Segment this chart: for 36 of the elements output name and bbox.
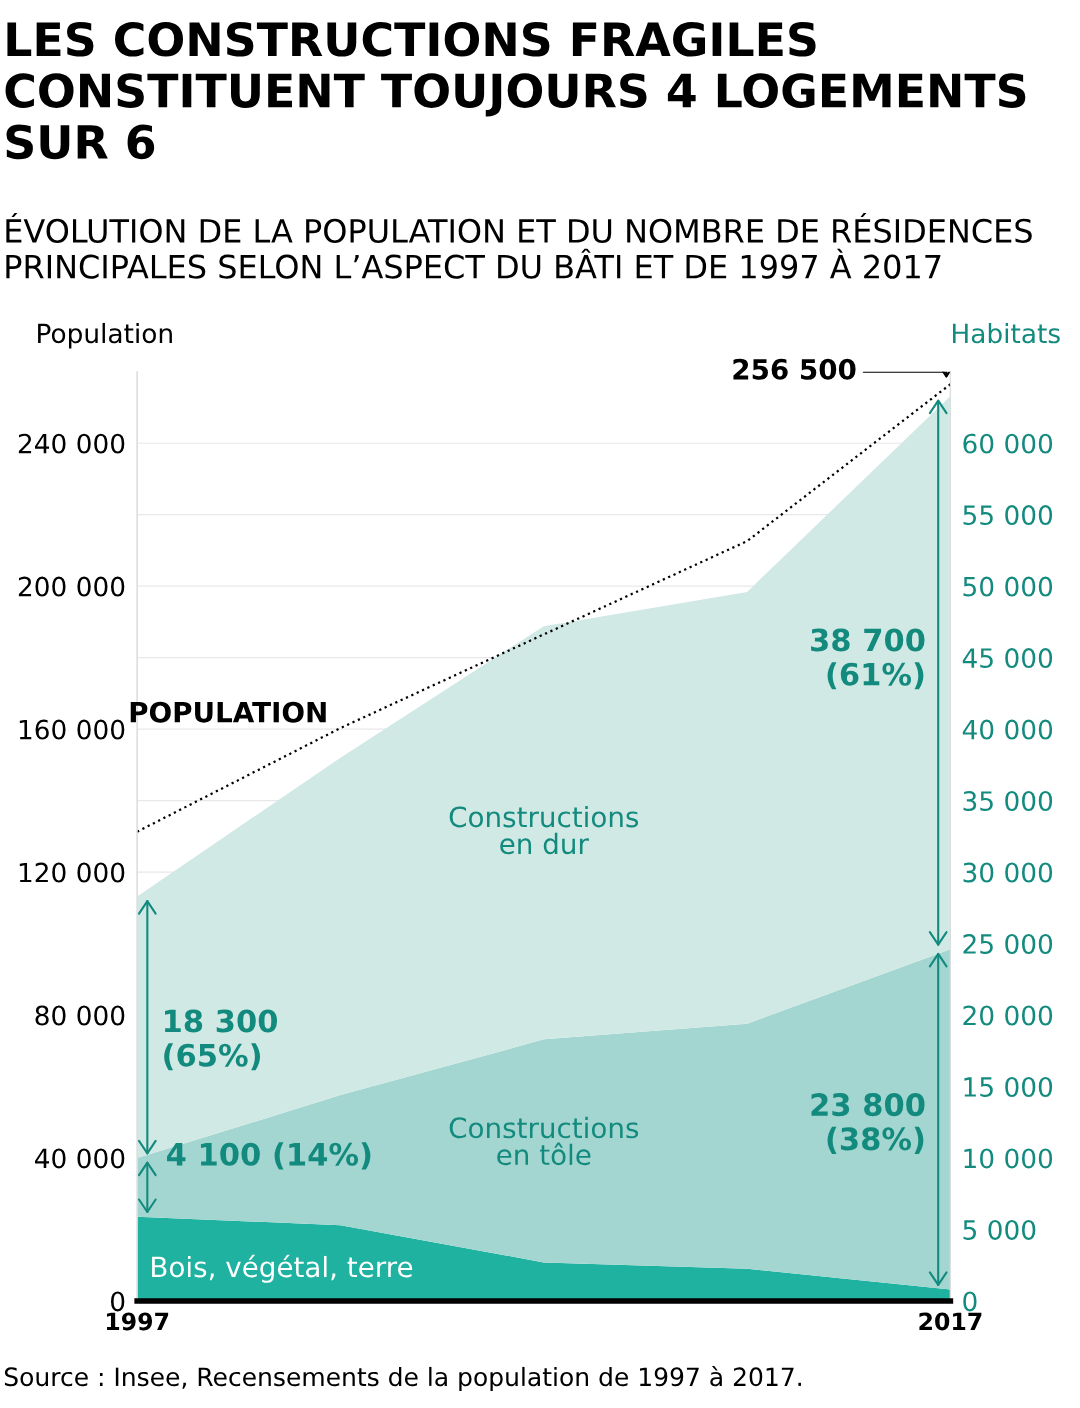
y-tick-label: 160 000 [19,719,125,740]
y2-tick-label: 60 000 [963,433,1053,454]
annotation: 23 800 (38%) [811,1093,925,1154]
chart-subtitle: ÉVOLUTION DE LA POPULATION ET DU NOMBRE DE RÉSIDENCES PRINCIPALES SELON L’ASPECT DU BÂTI ET DE 1997 À 2017 [6,212,1032,279]
y2-tick-label: 0 [963,1291,977,1312]
y2-axis-title: Habitats [952,322,1060,344]
y-tick-label: 80 000 [35,1005,125,1026]
x-tick-label: 1997 [106,1312,169,1331]
series-label: Constructions en dur [449,805,639,855]
y-axis-title: Population [38,322,172,349]
y-tick-label: 0 [111,1291,125,1312]
y2-tick-label: 10 000 [964,1148,1053,1169]
series-label: Bois, végétal, terre [152,1254,413,1283]
y2-tick-label: 35 000 [963,791,1053,812]
annotation: 256 500 [733,358,856,380]
y2-tick-label: 40 000 [962,719,1053,740]
y2-tick-label: 30 000 [963,862,1053,883]
y2-tick-label: 5 000 [963,1219,1036,1240]
annotation: 4 100 (14%) [167,1142,371,1170]
source-note: Source : Insee, Recensements de la population de 1997 à 2017. [4,1365,801,1392]
y2-tick-label: 55 000 [963,505,1053,526]
series-label: POPULATION [130,701,326,723]
annotation: 38 700 (61%) [811,628,925,690]
y2-tick-label: 20 000 [963,1005,1053,1026]
y2-tick-label: 25 000 [963,934,1053,954]
chart-title: LES CONSTRUCTIONS FRAGILES CONSTITUENT TOUJOURS 4 LOGEMENTS SUR 6 [5,21,1026,160]
x-tick-label: 2017 [919,1312,982,1331]
y-tick-label: 200 000 [18,576,125,597]
y2-tick-label: 50 000 [963,576,1053,597]
y-tick-label: 40 000 [35,1148,125,1169]
y-tick-label: 240 000 [18,433,125,454]
annotation: 18 300 (65%) [164,1009,278,1071]
y2-tick-label: 45 000 [962,648,1053,669]
y2-tick-label: 15 000 [964,1076,1053,1097]
y-tick-label: 120 000 [19,862,125,883]
series-label: Constructions en tôle [449,1116,639,1166]
